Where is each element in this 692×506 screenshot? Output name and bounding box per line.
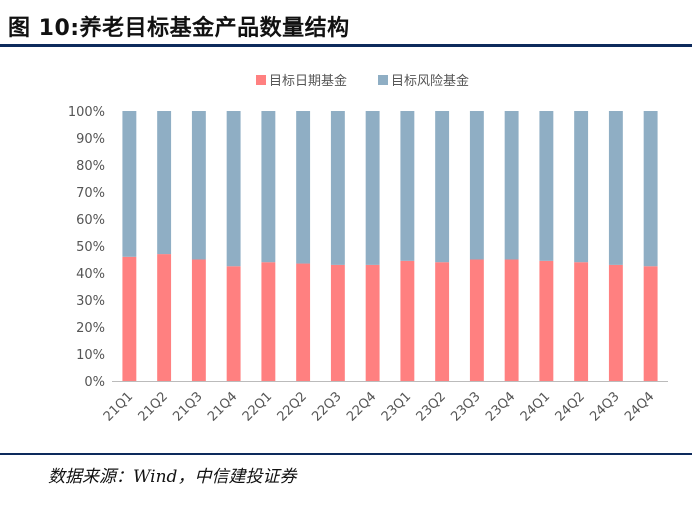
bar-21Q2-target-date xyxy=(157,254,172,381)
x-tick-label: 21Q1 xyxy=(101,389,136,424)
bar-24Q1-target-date xyxy=(539,260,554,381)
bar-23Q1-target-date xyxy=(400,260,415,381)
x-tick-label: 23Q4 xyxy=(483,389,518,424)
y-tick-label: 60% xyxy=(76,213,105,228)
bar-24Q3-target-risk xyxy=(608,111,623,265)
bar-24Q2-target-risk xyxy=(574,111,589,263)
x-tick-label: 22Q3 xyxy=(309,389,344,424)
bar-23Q4-target-date xyxy=(504,259,519,381)
y-tick-label: 50% xyxy=(76,240,105,255)
bar-24Q2-target-date xyxy=(574,262,589,381)
bar-21Q2-target-risk xyxy=(157,111,172,255)
bar-23Q2-target-date xyxy=(435,262,450,381)
bar-23Q3-target-risk xyxy=(469,111,484,260)
y-tick-label: 90% xyxy=(76,132,105,147)
x-tick-label: 23Q3 xyxy=(448,389,483,424)
bar-23Q4-target-risk xyxy=(504,111,519,260)
bar-23Q3-target-date xyxy=(469,259,484,381)
bar-21Q1-target-date xyxy=(122,256,137,381)
y-tick-label: 100% xyxy=(68,105,105,120)
x-tick-label: 23Q2 xyxy=(414,389,449,424)
x-tick-label: 24Q3 xyxy=(587,389,622,424)
title-rule xyxy=(0,44,692,47)
x-tick-label: 24Q2 xyxy=(553,389,588,424)
x-tick-label: 21Q4 xyxy=(205,389,240,424)
bar-21Q3-target-risk xyxy=(191,111,206,260)
bar-23Q1-target-risk xyxy=(400,111,415,261)
bar-22Q1-target-date xyxy=(261,262,276,381)
bar-21Q1-target-risk xyxy=(122,111,137,257)
x-tick-label: 24Q4 xyxy=(622,389,657,424)
x-tick-label: 22Q2 xyxy=(275,389,310,424)
bar-22Q3-target-risk xyxy=(330,111,345,265)
x-tick-label: 24Q1 xyxy=(518,389,553,424)
bar-21Q4-target-date xyxy=(226,266,241,381)
bar-24Q4-target-date xyxy=(643,266,658,381)
chart-area: 目标日期基金 目标风险基金 0% 10% 20% 30% 40% 50% 60% 70% 80% 90… xyxy=(0,48,692,448)
stacked-bar-chart: 目标日期基金 目标风险基金 0% 10% 20% 30% 40% 50% 60% 70% 80% 90… xyxy=(68,73,668,425)
bar-22Q3-target-date xyxy=(330,264,345,381)
bar-24Q4-target-risk xyxy=(643,111,658,267)
x-tick-label: 23Q1 xyxy=(379,389,414,424)
x-tick-label: 22Q4 xyxy=(344,389,379,424)
source-rule xyxy=(0,453,692,455)
bar-22Q4-target-date xyxy=(365,264,380,381)
x-tick-label: 22Q1 xyxy=(240,389,275,424)
bar-22Q4-target-risk xyxy=(365,111,380,265)
figure-title: 图 10:养老目标基金产品数量结构 xyxy=(8,16,350,41)
y-tick-label: 20% xyxy=(76,321,105,336)
bar-21Q3-target-date xyxy=(191,259,206,381)
legend-label-1: 目标日期基金 xyxy=(269,73,347,89)
x-tick-label: 21Q2 xyxy=(136,389,171,424)
bar-22Q2-target-risk xyxy=(296,111,311,264)
legend-swatch-1 xyxy=(256,75,266,85)
y-tick-label: 40% xyxy=(76,267,105,282)
bar-24Q1-target-risk xyxy=(539,111,554,261)
y-tick-label: 30% xyxy=(76,294,105,309)
x-tick-label: 21Q3 xyxy=(170,389,205,424)
bar-24Q3-target-date xyxy=(608,264,623,381)
source-note: 数据来源：Wind，中信建投证券 xyxy=(48,467,297,487)
bar-21Q4-target-risk xyxy=(226,111,241,267)
bar-23Q2-target-risk xyxy=(435,111,450,263)
legend-label-2: 目标风险基金 xyxy=(391,73,469,89)
bar-22Q1-target-risk xyxy=(261,111,276,263)
y-tick-label: 0% xyxy=(84,375,105,390)
bar-22Q2-target-date xyxy=(296,263,311,381)
y-tick-label: 10% xyxy=(76,348,105,363)
title-bar: 图 10:养老目标基金产品数量结构 xyxy=(0,0,692,44)
y-tick-label: 80% xyxy=(76,159,105,174)
legend-swatch-2 xyxy=(378,75,388,85)
y-tick-label: 70% xyxy=(76,186,105,201)
